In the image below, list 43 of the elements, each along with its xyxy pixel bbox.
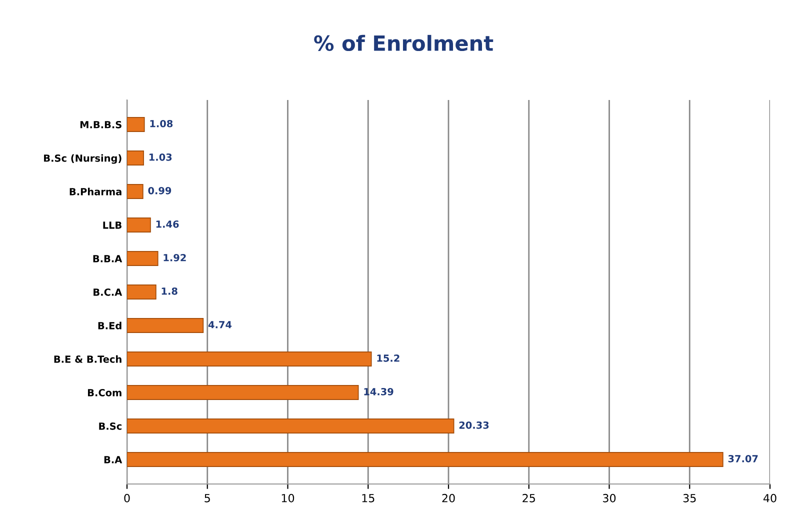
data-label: 20.33: [459, 421, 489, 429]
data-label: 1.8: [162, 287, 178, 295]
chart-title: % of Enrolment: [314, 34, 494, 52]
data-label: 37.07: [728, 454, 758, 462]
x-tick-label: 10: [282, 494, 294, 502]
y-tick-label: B.A: [104, 456, 122, 464]
x-tick-label: 35: [683, 494, 696, 502]
data-label: 15.2: [377, 354, 400, 362]
data-label: 14.39: [364, 388, 394, 396]
y-tick-label: B.Sc: [99, 422, 122, 430]
bar: [127, 352, 372, 366]
x-tick-label: 5: [204, 494, 210, 502]
y-tick-label: B.E & B.Tech: [54, 355, 122, 363]
data-label: 1.92: [164, 254, 186, 262]
data-label: 0.99: [148, 186, 172, 194]
x-tick-label: 0: [124, 494, 130, 502]
y-tick-label: B.Com: [88, 388, 122, 396]
x-tick-label: 25: [522, 494, 535, 502]
data-label: 1.46: [156, 220, 179, 228]
y-tick-label: B.Ed: [98, 322, 122, 330]
bar: [127, 318, 204, 333]
x-tick-label: 40: [763, 494, 776, 502]
data-label: 1.08: [150, 120, 173, 128]
bar: [127, 385, 359, 400]
y-tick-label: B.C.A: [94, 288, 122, 296]
data-label: 1.03: [149, 153, 172, 161]
x-tick-label: 30: [603, 494, 616, 502]
data-label: 4.74: [208, 321, 232, 328]
bar: [127, 452, 724, 467]
x-tick-label: 15: [362, 494, 374, 502]
y-tick-label: LLB: [103, 222, 122, 229]
bar: [127, 284, 156, 300]
y-tick-label: M.B.B.S: [80, 120, 122, 128]
x-tick-label: 20: [442, 494, 455, 502]
y-tick-label: B.Pharma: [70, 188, 122, 196]
bar: [127, 418, 454, 434]
bar: [127, 117, 145, 132]
y-tick-label: B.B.A: [93, 255, 122, 262]
bar: [127, 184, 144, 199]
y-tick-label: B.Sc (Nursing): [44, 154, 122, 164]
bar: [127, 251, 158, 266]
bar: [127, 150, 144, 166]
bar: [127, 218, 151, 232]
